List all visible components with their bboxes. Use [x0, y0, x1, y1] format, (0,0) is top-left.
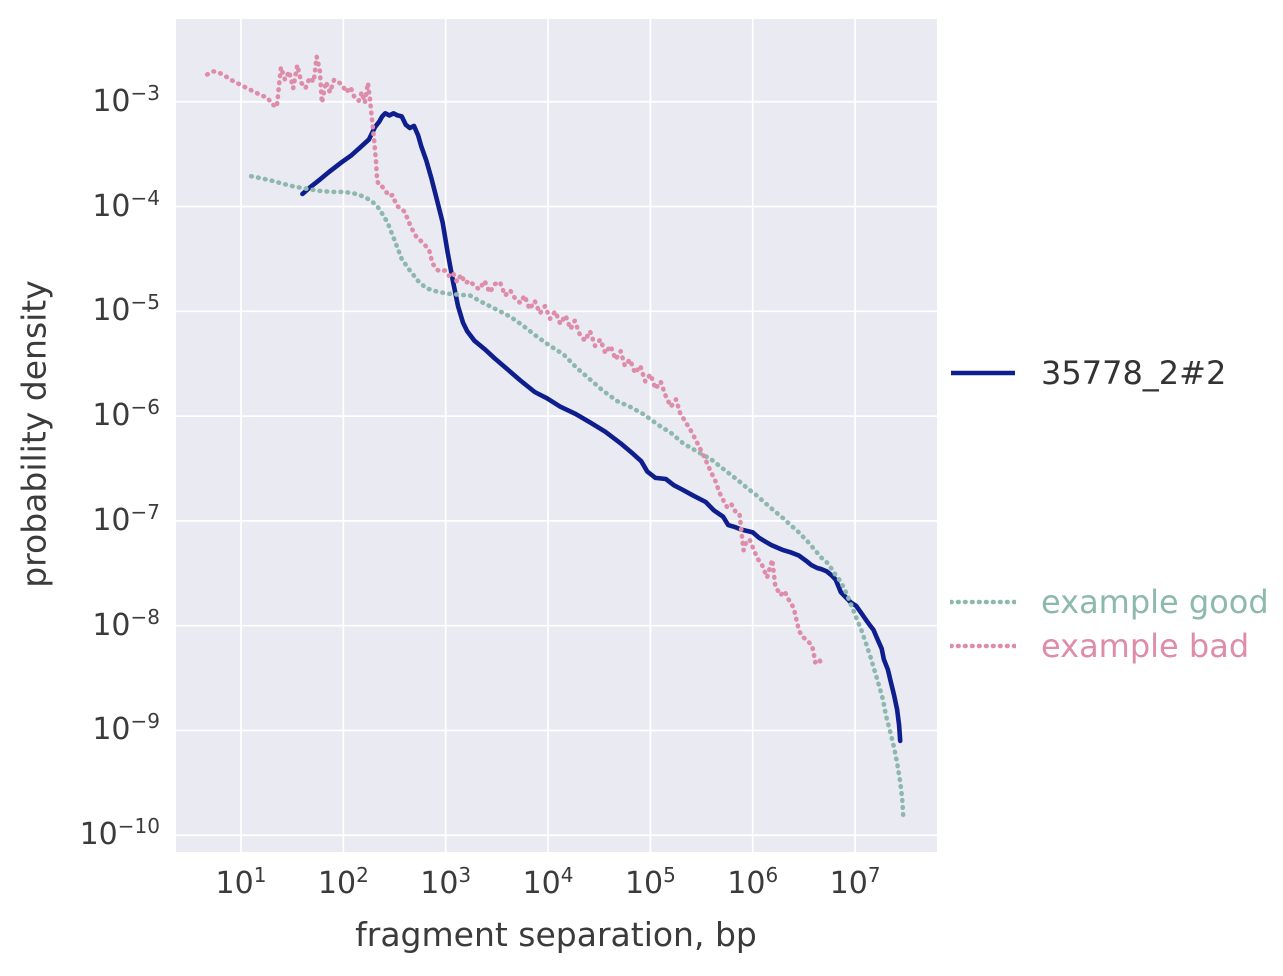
y-tick-label-1e-9: 10−9 [92, 709, 160, 748]
legend-examples: example good example bad [950, 580, 1269, 668]
legend-entry-example-bad: example bad [950, 624, 1269, 668]
y-tick-label-1e-6: 10−6 [92, 395, 160, 434]
legend-label-example-bad: example bad [1041, 627, 1250, 665]
legend-entry-example-good: example good [950, 580, 1269, 624]
legend-entry-sample: 35778_2#2 [950, 351, 1226, 395]
x-tick-label-1e6: 106 [727, 863, 779, 901]
legend-main: 35778_2#2 [950, 351, 1226, 395]
x-axis-label: fragment separation, bp [355, 915, 757, 954]
legend-label-sample-name: 35778_2#2 [1041, 354, 1227, 392]
x-tick-label-1e7: 107 [829, 863, 881, 901]
x-tick-label-1e4: 104 [522, 863, 574, 901]
legend-line-sample-good-dotted [950, 599, 1016, 605]
series-line-1 [248, 173, 906, 818]
y-tick-label-1e-10: 10−10 [79, 814, 160, 853]
legend-label-example-good: example good [1041, 583, 1269, 621]
y-tick-label-1e-8: 10−8 [92, 604, 160, 643]
legend-line-sample-solid [951, 370, 1015, 376]
legend-line-sample-bad-dotted [950, 643, 1016, 649]
series-line-2 [204, 54, 824, 667]
plot-background [176, 19, 937, 852]
y-tick-label-1e-3: 10−3 [92, 80, 160, 119]
y-axis-label: probability density [14, 280, 54, 588]
y-tick-label-1e-5: 10−5 [92, 290, 160, 329]
x-tick-label-1e1: 101 [215, 863, 267, 901]
x-tick-label-1e5: 105 [624, 863, 676, 901]
y-tick-label-1e-7: 10−7 [92, 499, 160, 538]
x-tick-label-1e2: 102 [317, 863, 369, 901]
x-tick-label-1e3: 103 [420, 863, 472, 901]
y-tick-label-1e-4: 10−4 [92, 185, 160, 224]
